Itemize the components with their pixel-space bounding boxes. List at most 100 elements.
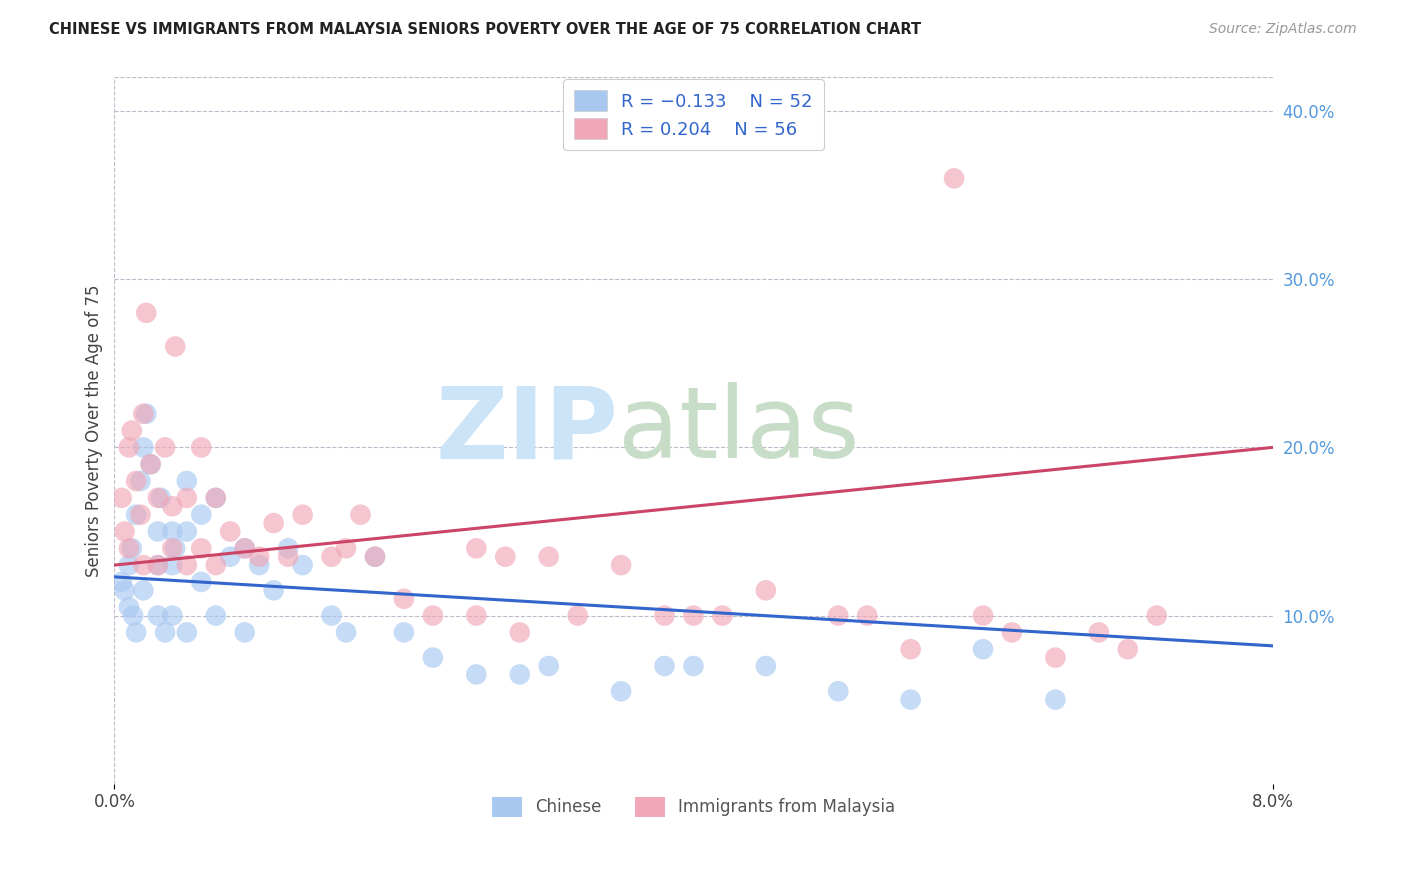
Point [1116, 642, 1139, 657]
Point [263, 583, 285, 598]
Point [233, 541, 256, 556]
Legend: Chinese, Immigrants from Malaysia: Chinese, Immigrants from Malaysia [484, 789, 904, 825]
Point [146, 558, 169, 573]
Point [233, 625, 256, 640]
Point [190, 508, 212, 522]
Point [1001, 625, 1024, 640]
Point [118, 441, 141, 455]
Point [139, 457, 162, 471]
Point [263, 516, 285, 530]
Point [335, 541, 357, 556]
Point [755, 583, 778, 598]
Point [335, 625, 357, 640]
Point [122, 608, 145, 623]
Point [162, 541, 184, 556]
Point [537, 659, 560, 673]
Point [900, 692, 922, 706]
Point [190, 574, 212, 589]
Y-axis label: Seniors Poverty Over the Age of 75: Seniors Poverty Over the Age of 75 [86, 285, 103, 577]
Point [465, 608, 488, 623]
Point [118, 600, 141, 615]
Point [291, 508, 314, 522]
Point [1146, 608, 1168, 623]
Point [682, 608, 704, 623]
Point [149, 491, 172, 505]
Point [165, 339, 187, 353]
Point [204, 558, 226, 573]
Point [494, 549, 516, 564]
Point [827, 684, 849, 698]
Point [682, 659, 704, 673]
Point [321, 549, 343, 564]
Point [654, 659, 676, 673]
Point [204, 491, 226, 505]
Point [610, 684, 633, 698]
Point [121, 541, 143, 556]
Point [392, 591, 415, 606]
Point [422, 608, 444, 623]
Point [972, 608, 994, 623]
Point [135, 306, 157, 320]
Point [654, 608, 676, 623]
Point [165, 541, 187, 556]
Point [537, 549, 560, 564]
Point [291, 558, 314, 573]
Point [132, 583, 155, 598]
Point [465, 667, 488, 681]
Point [162, 500, 184, 514]
Point [856, 608, 879, 623]
Point [162, 608, 184, 623]
Point [176, 474, 198, 488]
Point [118, 541, 141, 556]
Point [111, 491, 134, 505]
Point [125, 508, 148, 522]
Point [132, 407, 155, 421]
Point [135, 407, 157, 421]
Point [139, 457, 162, 471]
Point [219, 549, 242, 564]
Point [972, 642, 994, 657]
Point [176, 558, 198, 573]
Point [153, 441, 176, 455]
Point [567, 608, 589, 623]
Point [349, 508, 371, 522]
Point [129, 508, 152, 522]
Point [1045, 692, 1067, 706]
Point [146, 558, 169, 573]
Point [755, 659, 778, 673]
Point [900, 642, 922, 657]
Point [190, 541, 212, 556]
Point [1045, 650, 1067, 665]
Point [114, 583, 136, 598]
Point [132, 558, 155, 573]
Point [277, 541, 299, 556]
Point [204, 608, 226, 623]
Point [392, 625, 415, 640]
Point [153, 625, 176, 640]
Point [219, 524, 242, 539]
Text: ZIP: ZIP [436, 382, 619, 479]
Point [121, 424, 143, 438]
Point [162, 524, 184, 539]
Point [247, 549, 270, 564]
Point [364, 549, 387, 564]
Point [509, 667, 531, 681]
Text: CHINESE VS IMMIGRANTS FROM MALAYSIA SENIORS POVERTY OVER THE AGE OF 75 CORRELATI: CHINESE VS IMMIGRANTS FROM MALAYSIA SENI… [49, 22, 921, 37]
Point [125, 625, 148, 640]
Point [114, 524, 136, 539]
Point [247, 558, 270, 573]
Point [1088, 625, 1111, 640]
Point [610, 558, 633, 573]
Point [129, 474, 152, 488]
Point [509, 625, 531, 640]
Point [146, 491, 169, 505]
Point [364, 549, 387, 564]
Point [711, 608, 734, 623]
Point [146, 524, 169, 539]
Point [132, 441, 155, 455]
Point [162, 558, 184, 573]
Point [465, 541, 488, 556]
Point [146, 608, 169, 623]
Point [176, 625, 198, 640]
Point [943, 171, 966, 186]
